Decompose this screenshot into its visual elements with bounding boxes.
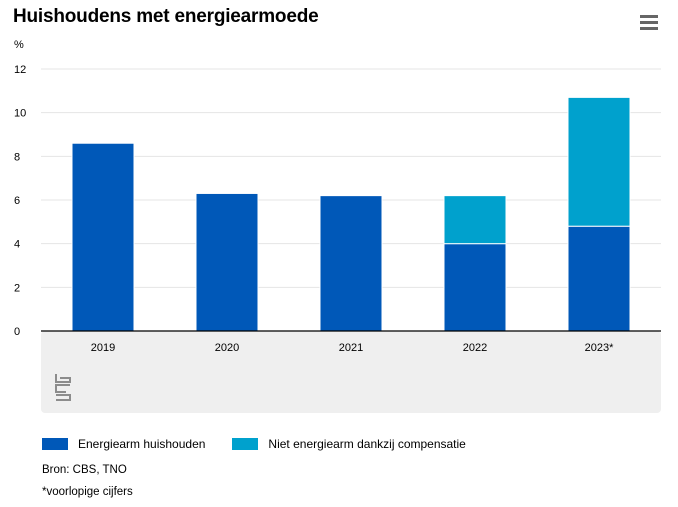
legend-swatch-energiearm <box>42 438 68 450</box>
y-tick-label: 8 <box>14 151 20 163</box>
bar-compensatie[interactable] <box>567 96 631 227</box>
legend-item-energiearm[interactable]: Energiearm huishouden <box>42 437 205 451</box>
x-tick-label: 2020 <box>215 342 239 354</box>
bar-energiearm[interactable] <box>443 243 507 332</box>
cbs-logo-icon <box>53 372 73 407</box>
bar-energiearm[interactable] <box>71 142 135 332</box>
source-text: Bron: CBS, TNO <box>42 464 127 476</box>
legend: Energiearm huishouden Niet energiearm da… <box>42 437 493 451</box>
y-tick-label: 6 <box>14 195 20 207</box>
legend-swatch-compensatie <box>232 438 259 450</box>
legend-label-energiearm: Energiearm huishouden <box>78 437 206 451</box>
legend-label-compensatie: Niet energiearm dankzij compensatie <box>268 437 466 451</box>
x-tick-label: 2021 <box>339 342 363 354</box>
x-tick-label: 2023* <box>585 342 614 354</box>
legend-item-compensatie[interactable]: Niet energiearm dankzij compensatie <box>232 437 466 451</box>
bar-chart: 0 2 4 6 8 10 12 2019 2020 2021 2022 2023* <box>14 64 661 413</box>
bar-compensatie[interactable] <box>443 195 507 245</box>
bar-energiearm[interactable] <box>195 192 259 332</box>
x-axis-panel <box>41 331 661 413</box>
chart-title: Huishoudens met energiearmoede <box>13 6 319 27</box>
x-tick-label: 2022 <box>463 342 487 354</box>
y-tick-label: 12 <box>14 64 26 76</box>
y-tick-label: 2 <box>14 282 20 294</box>
y-tick-label: 10 <box>14 108 26 120</box>
bar-energiearm[interactable] <box>567 225 631 332</box>
menu-icon[interactable] <box>640 15 658 31</box>
y-axis-unit: % <box>14 39 24 51</box>
y-tick-label: 4 <box>14 239 20 251</box>
bar-energiearm[interactable] <box>319 195 383 332</box>
y-tick-label: 0 <box>14 326 20 338</box>
footnote-text: *voorlopige cijfers <box>42 486 133 498</box>
x-tick-label: 2019 <box>91 342 115 354</box>
